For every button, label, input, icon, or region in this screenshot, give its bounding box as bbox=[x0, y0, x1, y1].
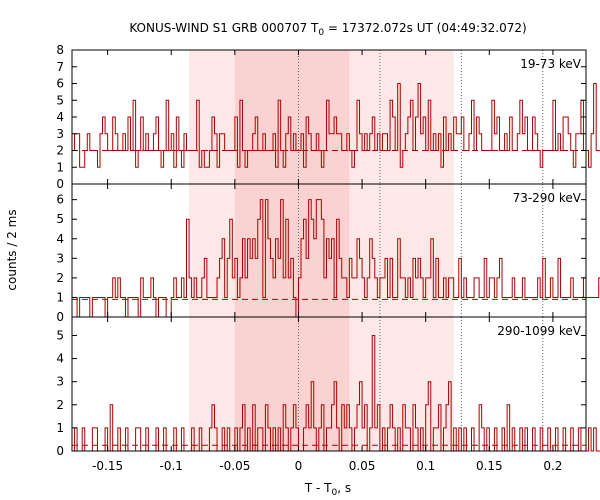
y-tick-label: 2 bbox=[56, 144, 64, 158]
panel-2: 0 1 2 3 4 5 6 73-290 keV bbox=[56, 183, 600, 324]
y-tick-label: 1 bbox=[56, 421, 64, 435]
y-tick-label: 2 bbox=[56, 398, 64, 412]
y-tick-label: 2 bbox=[56, 271, 64, 285]
y-tick-label: 4 bbox=[56, 110, 64, 124]
panels-layer: 0 1 2 3 4 5 6 7 8 19-73 keV 0 1 2 3 4 5 6 73-290 keV 0 1 2 3 4… bbox=[56, 43, 600, 473]
counts-histogram bbox=[72, 199, 600, 318]
x-tick-label: 0.05 bbox=[349, 459, 376, 473]
y-tick-label: 5 bbox=[56, 212, 64, 226]
x-tick-label: -0.1 bbox=[160, 459, 183, 473]
panel-frame bbox=[71, 316, 587, 452]
y-tick-label: 6 bbox=[56, 77, 64, 91]
panel-1: 0 1 2 3 4 5 6 7 8 19-73 keV bbox=[56, 43, 600, 191]
x-axis-label: T - T0, s bbox=[304, 481, 351, 498]
x-tick-label: 0 bbox=[295, 459, 303, 473]
panel-3: 0 1 2 3 4 5 290-1099 keV bbox=[56, 316, 600, 458]
x-tick-label: -0.15 bbox=[92, 459, 123, 473]
energy-band-label: 19-73 keV bbox=[520, 57, 582, 71]
x-tick-label: 0.2 bbox=[543, 459, 562, 473]
chart-title: KONUS-WIND S1 GRB 000707 T0 = 17372.072s… bbox=[129, 21, 526, 38]
energy-band-label: 290-1099 keV bbox=[497, 324, 581, 338]
y-tick-label: 3 bbox=[56, 127, 64, 141]
y-tick-label: 5 bbox=[56, 93, 64, 107]
dark-interval-band bbox=[234, 317, 350, 451]
energy-band-label: 73-290 keV bbox=[513, 191, 582, 205]
y-tick-label: 4 bbox=[56, 352, 64, 366]
y-tick-label: 1 bbox=[56, 160, 64, 174]
y-tick-label: 7 bbox=[56, 60, 64, 74]
dark-interval-band bbox=[234, 50, 350, 184]
counts-histogram bbox=[72, 83, 600, 168]
y-axis-label: counts / 2 ms bbox=[5, 209, 19, 290]
y-tick-label: 6 bbox=[56, 193, 64, 207]
y-tick-label: 8 bbox=[56, 43, 64, 57]
y-tick-label: 0 bbox=[56, 177, 64, 191]
y-tick-label: 0 bbox=[56, 444, 64, 458]
y-tick-label: 1 bbox=[56, 290, 64, 304]
y-tick-label: 3 bbox=[56, 251, 64, 265]
x-tick-label: 0.15 bbox=[476, 459, 503, 473]
x-tick-label: -0.05 bbox=[219, 459, 250, 473]
y-tick-label: 4 bbox=[56, 232, 64, 246]
dark-interval-band bbox=[234, 184, 350, 317]
x-tick-label: 0.1 bbox=[416, 459, 435, 473]
y-tick-label: 3 bbox=[56, 375, 64, 389]
y-tick-label: 0 bbox=[56, 310, 64, 324]
y-tick-label: 5 bbox=[56, 328, 64, 342]
